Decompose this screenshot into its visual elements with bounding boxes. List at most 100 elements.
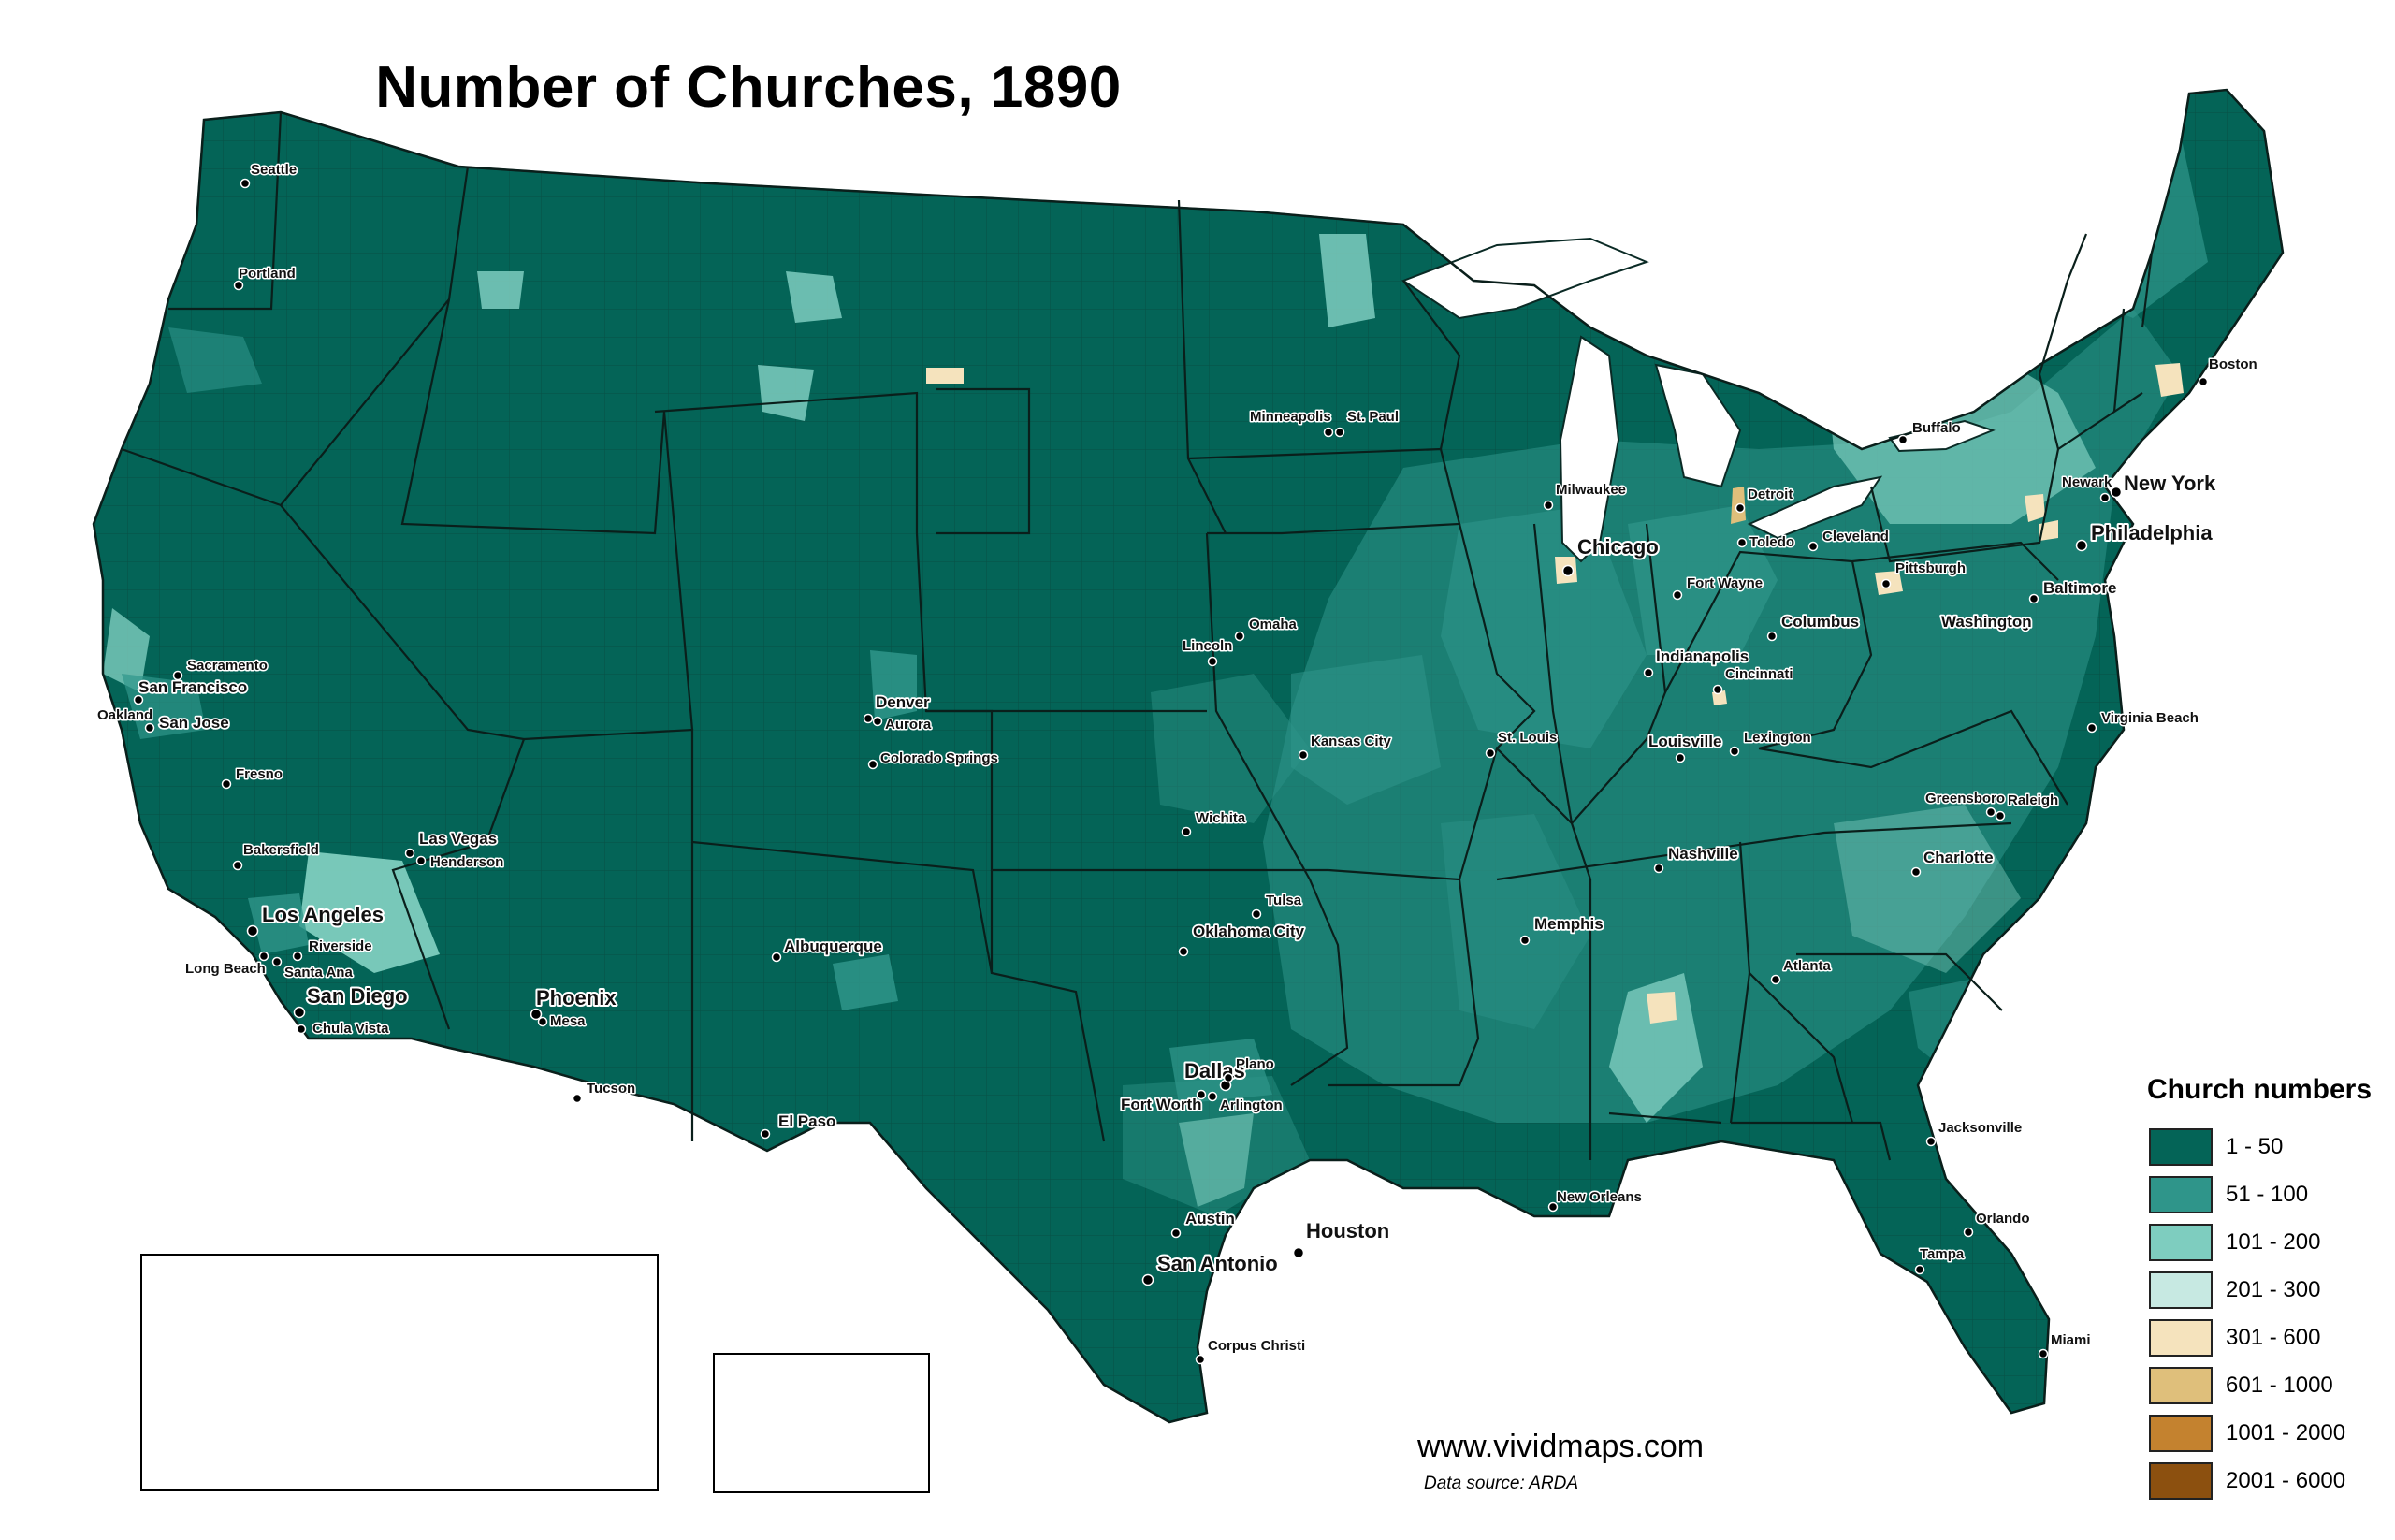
city-marker: Seattle [240, 161, 298, 189]
city-dot [240, 178, 251, 189]
city-marker: Chula Vista [296, 1020, 391, 1039]
city-label: Lexington [1744, 730, 1811, 746]
legend-title: Church numbers [2147, 1074, 2373, 1105]
legend-row: 201 - 300 [2138, 1266, 2390, 1314]
city-dot [1223, 1072, 1234, 1083]
legend-label: 51 - 100 [2226, 1181, 2309, 1207]
lake-erie [1747, 475, 1883, 540]
city-dot [1736, 537, 1748, 548]
city-dot [1195, 1354, 1206, 1365]
city-dot [1675, 752, 1686, 763]
city-marker: Tucson [572, 1080, 637, 1104]
city-dot [271, 956, 283, 967]
city-dot [1196, 1089, 1207, 1100]
city-dot [1292, 1246, 1305, 1259]
alaska-inset [140, 1254, 659, 1491]
city-label: Indianapolis [1656, 647, 1749, 665]
city-label: Fort Wayne [1687, 575, 1763, 591]
city-dot [2075, 539, 2088, 552]
city-label: Phoenix [536, 986, 617, 1010]
city-dot [1770, 974, 1781, 985]
city-dot [221, 778, 232, 790]
city-label: Aurora [885, 717, 932, 733]
city-marker: Philadelphia [2075, 519, 2214, 552]
city-dot [1963, 1227, 1974, 1238]
city-marker: Long Beach [184, 951, 269, 979]
city-marker: Pittsburgh [1880, 559, 1967, 589]
city-dot [296, 1024, 307, 1035]
city-marker: Albuquerque [771, 936, 884, 963]
legend-label: 1 - 50 [2226, 1133, 2284, 1159]
city-marker: Austin [1170, 1208, 1237, 1239]
legend-swatch [2149, 1175, 2213, 1213]
city-dot [530, 1008, 543, 1021]
legend-swatch [2149, 1414, 2213, 1452]
city-marker: Fort Wayne [1672, 574, 1764, 601]
city-label: New York [2124, 472, 2216, 495]
city-label: Sacramento [187, 658, 268, 674]
city-label: Milwaukee [1556, 482, 1626, 498]
city-label: Newark [2062, 474, 2112, 490]
city-label: Washington [1941, 613, 2032, 631]
city-dot [1251, 908, 1262, 920]
city-marker: Houston [1292, 1217, 1391, 1259]
city-marker: Portland [233, 265, 297, 291]
city-label: Long Beach [185, 961, 266, 977]
city-dot [1807, 541, 1819, 552]
city-label: Austin [1185, 1210, 1235, 1228]
city-label: Philadelphia [2091, 521, 2213, 545]
legend-label: 2001 - 6000 [2226, 1467, 2346, 1493]
city-dot [292, 951, 303, 962]
city-label: Buffalo [1912, 420, 1961, 436]
city-dot [867, 759, 878, 770]
city-label: San Francisco [138, 678, 247, 696]
lake-superior [1401, 237, 1649, 320]
city-dot [760, 1128, 771, 1140]
city-dot [771, 952, 782, 963]
city-dot [404, 848, 415, 859]
city-label: Tucson [587, 1081, 635, 1097]
city-marker: Orlando [1963, 1210, 2031, 1238]
city-dot [1925, 1136, 1937, 1147]
city-label: Omaha [1249, 617, 1298, 632]
legend-label: 601 - 1000 [2226, 1372, 2333, 1398]
city-label: Detroit [1748, 487, 1793, 502]
legend-label: 201 - 300 [2226, 1276, 2321, 1302]
city-label: Virginia Beach [2101, 710, 2199, 726]
city-dot [2198, 376, 2209, 387]
city-marker: Corpus Christi [1195, 1337, 1307, 1365]
city-dot [1485, 748, 1496, 759]
city-dot [233, 280, 244, 291]
city-marker: New York [2110, 470, 2218, 499]
city-marker: Chicago [1561, 533, 1661, 577]
city-label: Cleveland [1822, 529, 1889, 545]
city-dot [2028, 593, 2039, 604]
city-label: San Jose [159, 714, 229, 732]
data-source: Data source: ARDA [1424, 1474, 1579, 1493]
city-marker: Denver [863, 691, 932, 724]
city-label: St. Paul [1347, 409, 1399, 425]
city-label: Memphis [1534, 915, 1604, 933]
city-marker: Lincoln [1182, 637, 1234, 667]
us-outline [92, 88, 2285, 1424]
city-marker: Colorado Springs [867, 749, 999, 770]
city-marker: Sacramento [172, 657, 269, 681]
city-marker: Buffalo [1897, 419, 1962, 445]
city-dot [2038, 1348, 2049, 1359]
legend-swatch [2149, 1366, 2213, 1404]
city-marker: Louisville [1647, 731, 1723, 763]
city-marker: Charlotte [1910, 847, 1995, 878]
legend-row: 601 - 1000 [2138, 1361, 2390, 1409]
city-marker: St. Louis [1485, 729, 1559, 759]
city-dot [135, 710, 146, 721]
city-marker: Arlington [1207, 1091, 1284, 1115]
city-marker: Miami [2038, 1331, 2092, 1359]
city-marker: San Diego [293, 982, 410, 1019]
city-marker: Riverside [292, 937, 373, 962]
city-dot [1181, 826, 1192, 837]
city-dot [2086, 722, 2097, 734]
city-dot [572, 1093, 583, 1104]
city-label: Henderson [430, 854, 503, 870]
legend-row: 2001 - 6000 [2138, 1457, 2390, 1504]
city-marker: Minneapolis [1249, 408, 1334, 438]
